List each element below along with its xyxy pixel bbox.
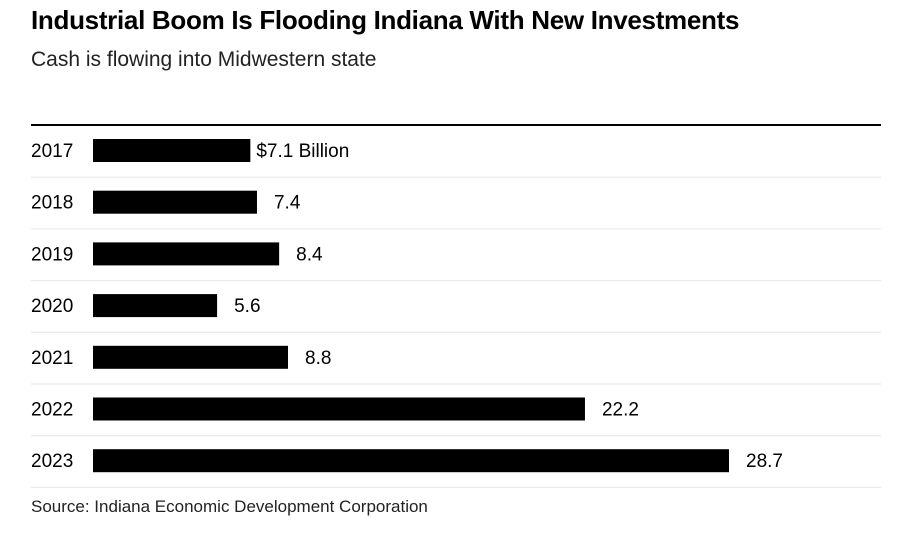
value-label-2017: $7.1 Billion [256, 141, 349, 162]
value-label-2018: 7.4 [274, 193, 301, 214]
category-label-2021: 2021 [31, 348, 73, 369]
bar-2023 [93, 449, 729, 473]
category-label-2020: 2020 [31, 296, 73, 317]
category-label-2018: 2018 [31, 193, 73, 214]
bar-2018 [93, 190, 257, 214]
bar-2017 [93, 139, 251, 162]
bar-2019 [93, 242, 280, 266]
value-label-2021: 8.8 [305, 348, 331, 369]
bar-2020 [93, 294, 218, 318]
category-label-2022: 2022 [31, 400, 73, 421]
value-label-2023: 28.7 [746, 451, 783, 472]
category-label-2017: 2017 [31, 141, 73, 162]
category-label-2019: 2019 [31, 244, 73, 265]
chart-subtitle: Cash is flowing into Midwestern state [31, 48, 377, 71]
bar-2022 [93, 397, 585, 421]
value-label-2020: 5.6 [234, 296, 260, 317]
chart-title: Industrial Boom Is Flooding Indiana With… [31, 5, 740, 35]
value-label-2022: 22.2 [602, 400, 639, 421]
value-label-2019: 8.4 [296, 244, 323, 265]
top-rule [31, 124, 881, 126]
bar-2021 [93, 345, 289, 369]
source-note: Source: Indiana Economic Development Cor… [31, 497, 428, 516]
category-label-2023: 2023 [31, 451, 73, 472]
